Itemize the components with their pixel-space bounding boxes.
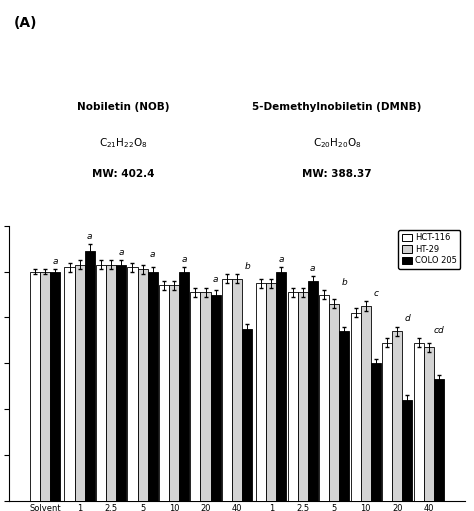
Bar xyxy=(191,292,201,501)
Text: c: c xyxy=(374,289,378,298)
Bar xyxy=(308,281,318,501)
Bar xyxy=(319,294,329,501)
Bar xyxy=(179,272,189,501)
Bar xyxy=(232,278,242,501)
Bar xyxy=(298,292,308,501)
Text: (A): (A) xyxy=(14,16,37,30)
Bar xyxy=(361,306,371,501)
Bar xyxy=(288,292,298,501)
Bar xyxy=(424,347,434,501)
Bar xyxy=(128,267,137,501)
Text: a: a xyxy=(213,275,219,284)
Bar xyxy=(40,272,50,501)
Text: cd: cd xyxy=(433,326,444,335)
Text: a: a xyxy=(150,250,155,259)
Bar xyxy=(116,265,126,501)
Bar xyxy=(266,283,276,501)
Bar xyxy=(414,343,424,501)
Bar xyxy=(50,272,60,501)
Text: d: d xyxy=(404,314,410,323)
Bar xyxy=(242,329,252,501)
Text: $\mathregular{C_{20}H_{20}O_8}$: $\mathregular{C_{20}H_{20}O_8}$ xyxy=(313,136,362,150)
Bar xyxy=(276,272,286,501)
Bar xyxy=(85,251,95,501)
Bar xyxy=(74,265,85,501)
Text: a: a xyxy=(310,264,316,273)
Bar xyxy=(392,331,402,501)
Bar xyxy=(201,292,210,501)
Bar xyxy=(351,313,361,501)
Legend: HCT-116, HT-29, COLO 205: HCT-116, HT-29, COLO 205 xyxy=(399,230,460,269)
Bar xyxy=(256,283,266,501)
Text: a: a xyxy=(182,254,187,264)
Bar xyxy=(64,267,74,501)
Text: MW: 402.4: MW: 402.4 xyxy=(92,169,155,179)
Bar xyxy=(30,272,40,501)
Bar xyxy=(222,278,232,501)
Bar xyxy=(382,343,392,501)
Text: b: b xyxy=(244,262,250,270)
Text: Nobiletin (NOB): Nobiletin (NOB) xyxy=(77,102,170,112)
Bar xyxy=(147,272,158,501)
Bar xyxy=(371,363,381,501)
Bar xyxy=(402,400,412,501)
Bar xyxy=(159,286,169,501)
Text: $\mathregular{C_{21}H_{22}O_8}$: $\mathregular{C_{21}H_{22}O_8}$ xyxy=(99,136,147,150)
Bar xyxy=(96,265,106,501)
Text: MW: 388.37: MW: 388.37 xyxy=(302,169,372,179)
Bar xyxy=(137,269,147,501)
Bar xyxy=(434,379,444,501)
Bar xyxy=(339,331,349,501)
Text: b: b xyxy=(341,277,347,287)
Bar xyxy=(210,294,221,501)
Text: a: a xyxy=(118,248,124,257)
Text: 5-Demethylnobiletin (DMNB): 5-Demethylnobiletin (DMNB) xyxy=(253,102,422,112)
Text: a: a xyxy=(87,231,92,241)
Bar xyxy=(329,304,339,501)
Text: a: a xyxy=(53,257,58,266)
Bar xyxy=(169,286,179,501)
Bar xyxy=(106,265,116,501)
Text: a: a xyxy=(279,254,284,264)
